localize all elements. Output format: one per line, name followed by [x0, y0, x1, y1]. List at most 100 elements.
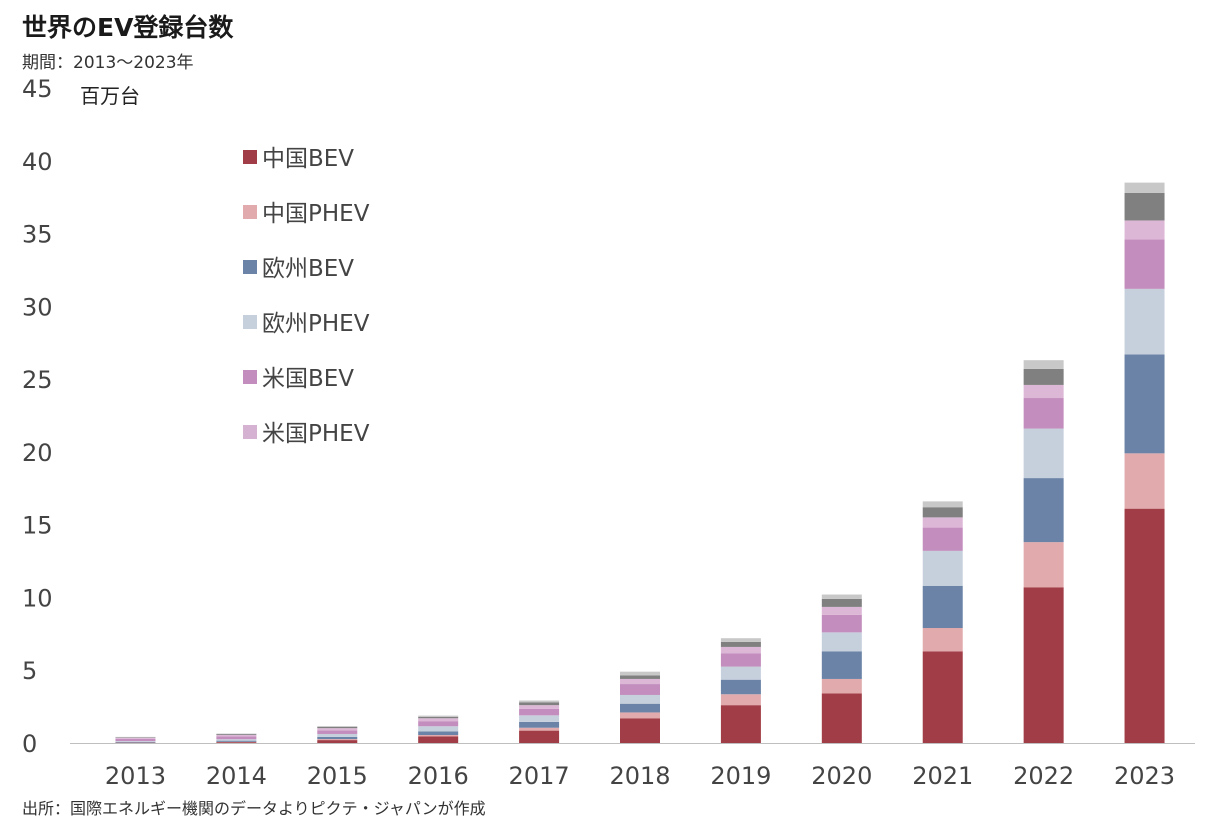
- y-tick-label: 25: [22, 366, 53, 394]
- bar-segment: [821, 594, 862, 599]
- y-tick-label: 30: [22, 293, 53, 321]
- bar-segment: [216, 742, 257, 743]
- bar-segment: [418, 731, 459, 735]
- bar-segment: [922, 507, 963, 518]
- bar-segment: [216, 739, 257, 741]
- x-tick-label: 2016: [408, 762, 469, 790]
- bar-segment: [1124, 192, 1165, 221]
- bar-segment: [216, 733, 257, 735]
- bar-segment: [720, 653, 761, 667]
- bar-segment: [519, 705, 560, 709]
- bar-segment: [519, 727, 560, 731]
- bar-segment: [922, 550, 963, 586]
- x-tick-label: 2015: [307, 762, 368, 790]
- bars-group: [115, 182, 1165, 743]
- bar-segment: [317, 736, 358, 740]
- y-tick-label: 10: [22, 584, 53, 612]
- bar-segment: [1124, 508, 1165, 743]
- bar-segment: [519, 702, 560, 706]
- bar-segment: [317, 740, 358, 743]
- bar-segment: [1124, 182, 1165, 193]
- bar-segment: [519, 708, 560, 716]
- bar-segment: [1023, 398, 1064, 429]
- bar-segment: [317, 733, 358, 737]
- bar-segment: [720, 705, 761, 743]
- chart-title: 世界のEV登録台数: [22, 13, 234, 42]
- bar-segment: [418, 721, 459, 727]
- x-tick-label: 2014: [206, 762, 267, 790]
- bar-segment: [115, 737, 156, 739]
- legend-label: 欧州BEV: [262, 256, 354, 282]
- bar-segment: [519, 721, 560, 728]
- legend-swatch: [243, 315, 257, 329]
- legend-label: 中国PHEV: [262, 201, 370, 227]
- bar-segment: [1023, 478, 1064, 543]
- x-tick-label: 2021: [912, 762, 973, 790]
- bar-segment: [1124, 453, 1165, 509]
- bar-segment: [720, 638, 761, 642]
- y-axis: 0 5 10 15 20 25 30 35 40 45: [22, 75, 53, 758]
- x-tick-label: 2018: [609, 762, 670, 790]
- x-tick-label: 2022: [1013, 762, 1074, 790]
- bar-segment: [821, 606, 862, 615]
- bar-segment: [115, 738, 156, 742]
- legend-label: 中国BEV: [262, 146, 354, 172]
- bar-segment: [720, 646, 761, 654]
- bar-segment: [115, 737, 156, 738]
- bar-segment: [821, 693, 862, 743]
- bar-segment: [922, 628, 963, 652]
- bar-segment: [418, 736, 459, 743]
- bar-segment: [922, 517, 963, 528]
- legend-swatch: [243, 425, 257, 439]
- bar-segment: [1124, 239, 1165, 289]
- bar-segment: [620, 712, 660, 719]
- bar-segment: [922, 585, 963, 629]
- bar-segment: [620, 684, 660, 695]
- legend-label: 米国PHEV: [262, 421, 370, 447]
- x-tick-label: 2019: [710, 762, 771, 790]
- bar-segment: [720, 694, 761, 706]
- bar-segment: [418, 734, 459, 737]
- bar-segment: [1023, 542, 1064, 588]
- y-tick-label: 15: [22, 512, 53, 540]
- bar-segment: [317, 728, 358, 731]
- y-tick-label: 5: [22, 657, 37, 685]
- legend-swatch: [243, 205, 257, 219]
- legend-swatch: [243, 150, 257, 164]
- bar-segment: [1023, 360, 1064, 369]
- bar-segment: [519, 700, 560, 703]
- bar-segment: [519, 715, 560, 722]
- bar-segment: [1124, 220, 1165, 240]
- legend: 中国BEV 中国PHEV 欧州BEV 欧州PHEV 米国BEV 米国PHEV: [243, 146, 370, 447]
- bar-segment: [620, 678, 660, 685]
- bar-segment: [1124, 354, 1165, 454]
- x-tick-label: 2023: [1114, 762, 1175, 790]
- bar-segment: [821, 651, 862, 679]
- bar-segment: [821, 632, 862, 652]
- legend-label: 欧州PHEV: [262, 311, 370, 337]
- bar-segment: [418, 726, 459, 732]
- bar-segment: [720, 666, 761, 680]
- bar-segment: [519, 730, 560, 743]
- bar-segment: [317, 739, 358, 741]
- bar-segment: [1023, 368, 1064, 385]
- chart-subtitle: 期間：2013～2023年: [22, 53, 194, 73]
- legend-label: 米国BEV: [262, 366, 354, 392]
- bar-segment: [1023, 587, 1064, 743]
- bar-segment: [216, 736, 257, 740]
- bar-segment: [720, 679, 761, 695]
- bar-segment: [418, 718, 459, 722]
- source-note: 出所：国際エネルギー機関のデータよりピクテ・ジャパンが作成: [22, 799, 486, 818]
- bar-segment: [821, 614, 862, 633]
- bar-segment: [620, 671, 660, 676]
- bar-segment: [418, 716, 459, 719]
- y-tick-label: 45: [22, 75, 53, 103]
- y-tick-label: 20: [22, 439, 53, 467]
- bar-segment: [1023, 428, 1064, 479]
- bar-segment: [821, 678, 862, 694]
- bar-segment: [821, 598, 862, 607]
- legend-swatch: [243, 370, 257, 384]
- bar-segment: [317, 726, 358, 729]
- bar-segment: [922, 651, 963, 743]
